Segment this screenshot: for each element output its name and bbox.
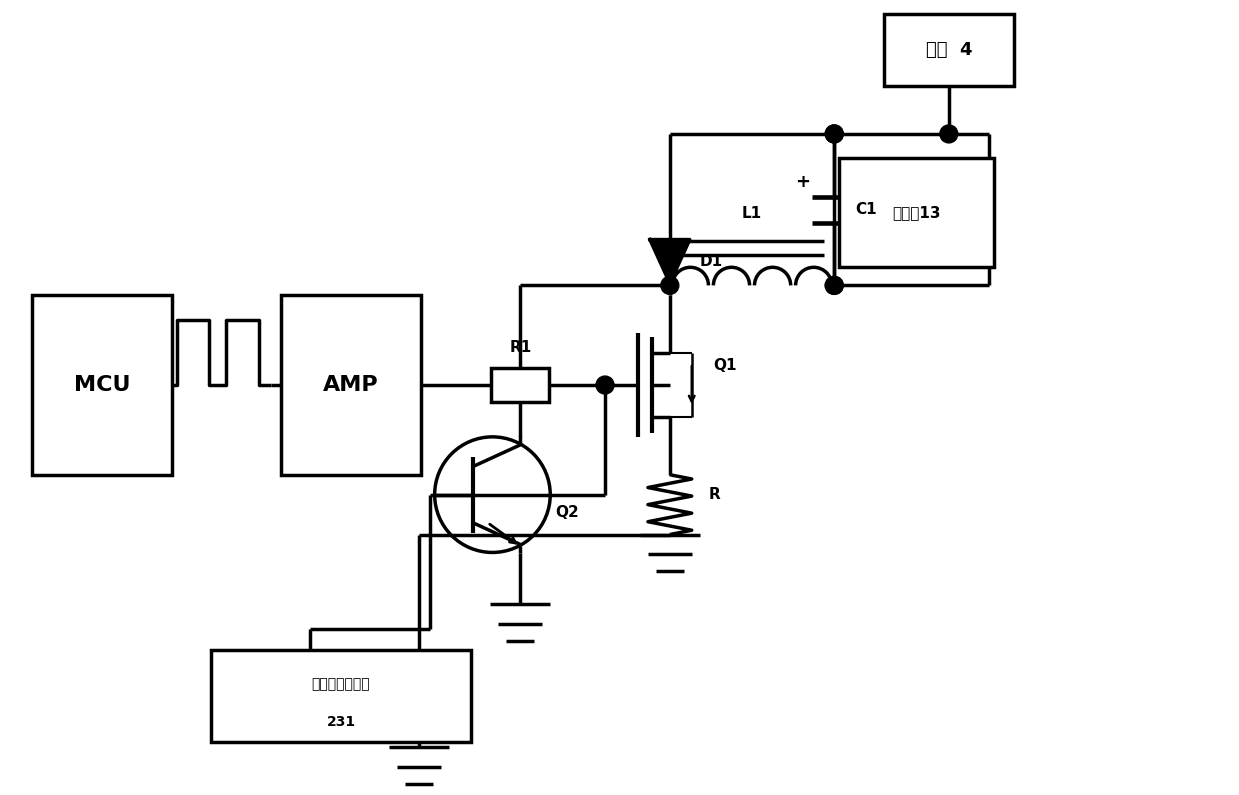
Text: 电源  4: 电源 4: [926, 41, 973, 59]
Text: Q2: Q2: [555, 505, 579, 520]
Circle shape: [825, 277, 844, 294]
Bar: [885, 14, 1014, 86]
Text: MCU: MCU: [73, 375, 130, 395]
Circle shape: [940, 125, 958, 143]
Circle shape: [825, 125, 844, 143]
Bar: [492, 368, 549, 402]
Circle shape: [660, 277, 679, 294]
Text: Q1: Q1: [712, 358, 736, 373]
Text: D1: D1: [700, 254, 724, 269]
Bar: [281, 296, 421, 475]
Text: R: R: [709, 487, 721, 502]
Text: +: +: [795, 173, 810, 191]
Text: C1: C1: [855, 202, 877, 217]
Text: 电流平滑滤波器: 电流平滑滤波器: [312, 677, 370, 691]
Text: L1: L1: [742, 206, 762, 221]
Circle shape: [825, 277, 844, 294]
Bar: [32, 296, 171, 475]
Circle shape: [825, 125, 844, 143]
Text: AMP: AMP: [323, 375, 379, 395]
Circle shape: [596, 376, 615, 394]
Text: 231: 231: [326, 715, 356, 729]
Polygon shape: [650, 239, 690, 283]
Bar: [212, 650, 471, 742]
Text: 电阵专13: 电阵专13: [892, 205, 940, 220]
Text: R1: R1: [509, 339, 532, 355]
Bar: [839, 158, 994, 267]
